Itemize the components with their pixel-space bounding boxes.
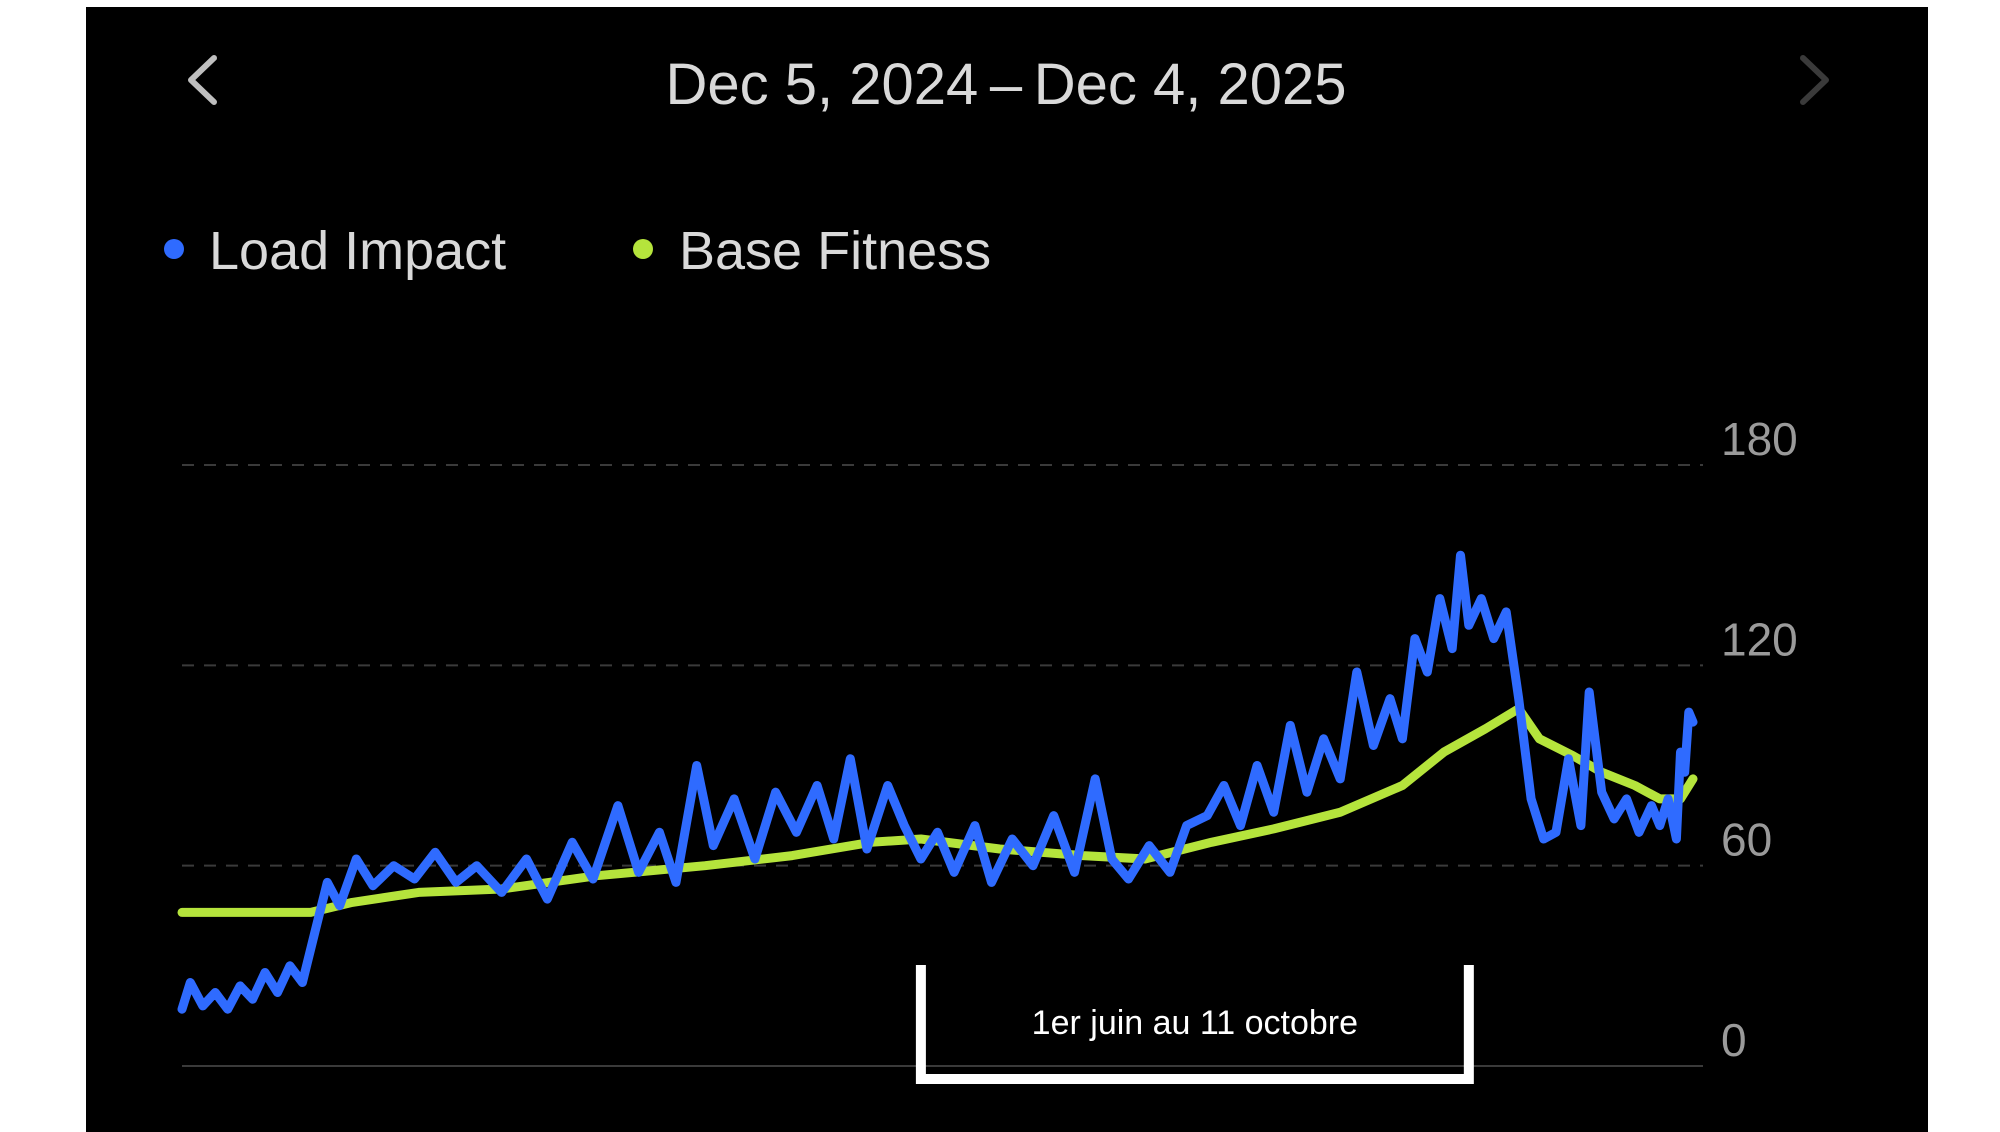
chevron-right-icon[interactable] — [1800, 55, 1829, 105]
grid — [182, 464, 1703, 1067]
y-tick-label: 0 — [1721, 1014, 1747, 1066]
legend-dot-base-fitness — [633, 239, 653, 259]
legend-label-base-fitness: Base Fitness — [679, 221, 991, 281]
legend-label-load-impact: Load Impact — [209, 221, 506, 281]
y-tick-label: 180 — [1721, 413, 1798, 465]
series-layer — [177, 550, 1698, 1014]
chart-panel: Dec 5, 2024 – Dec 4, 2025 Load Impact Ba… — [86, 7, 1928, 1132]
annotation-label: 1er juin au 11 octobre — [1032, 1004, 1358, 1042]
y-axis: 0 60 120 180 — [1721, 413, 1798, 1066]
y-tick-label: 60 — [1721, 814, 1772, 866]
chevron-left-icon[interactable] — [188, 55, 217, 105]
legend: Load Impact Base Fitness — [164, 221, 991, 281]
annotation-bracket — [915, 965, 1474, 1084]
series-line-load-impact — [177, 550, 1698, 1014]
legend-dot-load-impact — [164, 239, 184, 259]
chart: Dec 5, 2024 – Dec 4, 2025 Load Impact Ba… — [164, 52, 1829, 1084]
y-tick-label: 120 — [1721, 613, 1798, 665]
series-line-base-fitness — [177, 704, 1698, 917]
page-title: Dec 5, 2024 – Dec 4, 2025 — [665, 52, 1346, 117]
